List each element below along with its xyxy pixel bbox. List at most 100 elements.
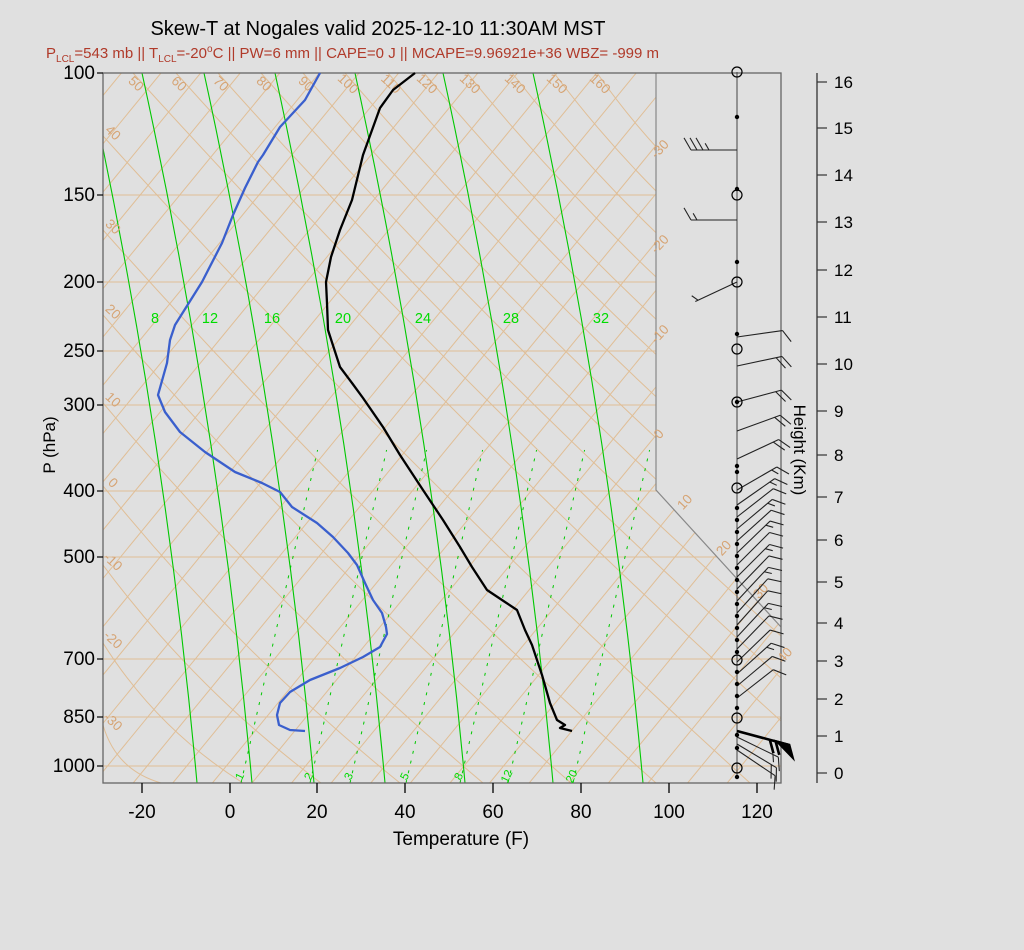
svg-text:12: 12 bbox=[499, 768, 515, 785]
svg-text:6: 6 bbox=[834, 531, 843, 550]
wind-barb bbox=[736, 389, 792, 403]
svg-text:130: 130 bbox=[457, 71, 484, 97]
svg-text:7: 7 bbox=[834, 488, 843, 507]
svg-text:12: 12 bbox=[834, 261, 853, 280]
dry-adiabat-labels: 50 60 70 80 90 100 110 120 130 140 150 160403020100… bbox=[101, 71, 614, 734]
svg-text:20: 20 bbox=[102, 301, 123, 322]
svg-text:1000: 1000 bbox=[53, 756, 95, 777]
svg-text:13: 13 bbox=[834, 213, 853, 232]
svg-text:10: 10 bbox=[674, 491, 695, 512]
svg-text:-30: -30 bbox=[648, 137, 672, 162]
wind-barb bbox=[736, 414, 792, 432]
param-seg2: =543 mb || T bbox=[74, 45, 159, 62]
svg-text:80: 80 bbox=[253, 73, 274, 94]
svg-text:5: 5 bbox=[834, 573, 843, 592]
svg-text:40: 40 bbox=[394, 802, 415, 823]
svg-text:8: 8 bbox=[834, 446, 843, 465]
svg-text:0: 0 bbox=[225, 802, 236, 823]
svg-text:400: 400 bbox=[63, 481, 95, 502]
param-seg4: C || PW=6 mm || CAPE=0 J || MCAPE=9.9692… bbox=[212, 45, 660, 62]
svg-text:30: 30 bbox=[102, 216, 123, 237]
wind-barb bbox=[736, 478, 788, 506]
svg-text:100: 100 bbox=[653, 802, 685, 823]
wind-barb bbox=[736, 566, 783, 602]
svg-text:150: 150 bbox=[63, 185, 95, 206]
svg-text:700: 700 bbox=[63, 649, 95, 670]
wind-barb bbox=[736, 520, 784, 554]
wind-barb bbox=[736, 466, 790, 491]
mixing-ratio-lines bbox=[240, 449, 651, 783]
svg-text:60: 60 bbox=[482, 802, 503, 823]
wind-barb bbox=[736, 602, 783, 638]
wind-barb bbox=[736, 578, 782, 614]
svg-text:-10: -10 bbox=[648, 322, 672, 347]
svg-text:10: 10 bbox=[834, 355, 853, 374]
moist-adiabat-lines bbox=[103, 73, 644, 783]
param-degree: o bbox=[207, 44, 213, 55]
svg-text:15: 15 bbox=[834, 119, 853, 138]
wind-barb bbox=[736, 669, 787, 699]
chart-title: Skew-T at Nogales valid 2025-12-10 11:30… bbox=[150, 18, 606, 40]
svg-text:-10: -10 bbox=[101, 550, 126, 574]
wind-barb bbox=[736, 531, 784, 566]
svg-text:-20: -20 bbox=[648, 232, 672, 257]
svg-text:40: 40 bbox=[102, 122, 123, 143]
wind-barb bbox=[736, 590, 782, 626]
svg-text:0: 0 bbox=[105, 475, 121, 491]
svg-text:9: 9 bbox=[834, 402, 843, 421]
svg-text:2: 2 bbox=[303, 771, 317, 782]
svg-text:11: 11 bbox=[834, 308, 852, 327]
wind-level-markers bbox=[731, 66, 743, 780]
svg-text:2: 2 bbox=[834, 690, 843, 709]
wind-barb bbox=[736, 498, 786, 530]
pressure-gridlines bbox=[103, 194, 781, 767]
svg-text:50: 50 bbox=[125, 73, 146, 94]
svg-text:10: 10 bbox=[102, 389, 123, 410]
svg-text:300: 300 bbox=[63, 395, 95, 416]
svg-text:16: 16 bbox=[264, 311, 280, 327]
svg-text:8: 8 bbox=[453, 771, 467, 782]
svg-text:16: 16 bbox=[834, 73, 853, 92]
svg-text:32: 32 bbox=[593, 311, 609, 327]
svg-text:160: 160 bbox=[587, 71, 614, 97]
svg-text:30: 30 bbox=[750, 580, 771, 601]
svg-text:200: 200 bbox=[63, 272, 95, 293]
svg-text:24: 24 bbox=[415, 311, 431, 327]
svg-text:850: 850 bbox=[63, 707, 95, 728]
svg-text:14: 14 bbox=[834, 166, 853, 185]
param-p: P bbox=[46, 45, 57, 62]
wind-barb bbox=[683, 137, 737, 151]
wind-barb bbox=[736, 555, 783, 590]
svg-text:250: 250 bbox=[63, 341, 95, 362]
svg-text:20: 20 bbox=[335, 311, 351, 327]
param-seg3: =-20 bbox=[176, 45, 207, 62]
wind-barb bbox=[683, 207, 737, 221]
dewpoint-curve bbox=[156, 72, 389, 733]
wind-barb bbox=[736, 509, 785, 542]
svg-text:3: 3 bbox=[834, 652, 843, 671]
wind-barb bbox=[736, 355, 792, 369]
mixing-ratio-labels: 1 2 3 5 8 12 20 bbox=[234, 768, 581, 785]
wind-barb bbox=[736, 629, 784, 663]
svg-text:100: 100 bbox=[63, 63, 95, 84]
svg-text:4: 4 bbox=[834, 614, 843, 633]
svg-text:5: 5 bbox=[399, 771, 413, 782]
chart-parameters: PLCL=543 mb || TLCL=-20oC || PW=6 mm || … bbox=[46, 44, 659, 65]
wind-barb bbox=[736, 439, 791, 460]
wind-barb bbox=[736, 743, 777, 782]
svg-text:20: 20 bbox=[564, 768, 580, 785]
svg-text:-20: -20 bbox=[128, 802, 155, 823]
svg-text:28: 28 bbox=[503, 311, 519, 327]
svg-text:20: 20 bbox=[306, 802, 327, 823]
wind-barb bbox=[691, 281, 738, 302]
svg-text:3: 3 bbox=[343, 771, 357, 782]
svg-text:1: 1 bbox=[834, 727, 843, 746]
svg-text:500: 500 bbox=[63, 547, 95, 568]
background-lines bbox=[103, 73, 781, 783]
temperature-curve bbox=[324, 72, 573, 733]
svg-text:150: 150 bbox=[544, 71, 571, 97]
